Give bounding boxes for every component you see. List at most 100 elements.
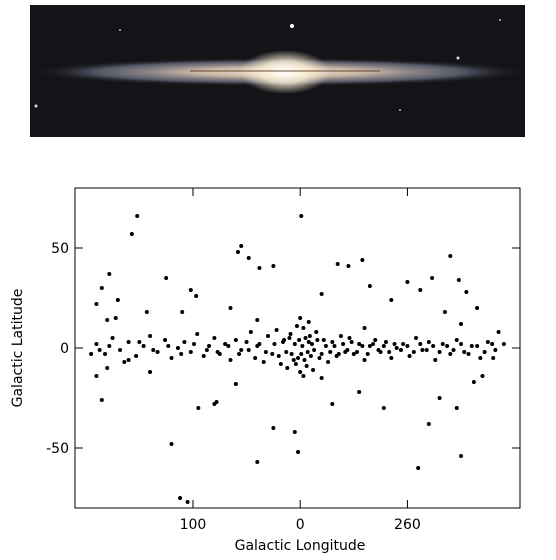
point (287, 336, 292, 340)
point (257, 266, 262, 270)
point (276, 354, 281, 358)
point (169, 356, 174, 360)
point (107, 344, 112, 348)
point (319, 352, 324, 356)
point (301, 374, 306, 378)
point (141, 344, 146, 348)
point (122, 360, 127, 364)
point (426, 340, 431, 344)
point (188, 288, 193, 292)
x-tick-label: 260 (394, 517, 421, 533)
point (420, 348, 425, 352)
point (319, 292, 324, 296)
point (151, 348, 156, 352)
point (237, 352, 242, 356)
point (440, 342, 445, 346)
point (223, 342, 228, 346)
point (207, 344, 212, 348)
point (185, 500, 190, 504)
point (314, 330, 319, 334)
point (296, 450, 301, 454)
point (309, 342, 314, 346)
point (341, 342, 346, 346)
point (194, 294, 199, 298)
point (99, 398, 104, 402)
point (239, 348, 244, 352)
point (303, 336, 308, 340)
point (99, 286, 104, 290)
point (166, 344, 171, 348)
point (351, 352, 356, 356)
point (413, 336, 418, 340)
point (445, 344, 450, 348)
point (416, 466, 421, 470)
point (501, 342, 506, 346)
point (448, 352, 453, 356)
point (255, 344, 260, 348)
point (433, 358, 438, 362)
point (475, 306, 480, 310)
point (332, 344, 337, 348)
galaxy-image (30, 5, 525, 137)
point (299, 214, 304, 218)
point (212, 336, 217, 340)
point (192, 342, 197, 346)
point (105, 318, 110, 322)
point (204, 348, 209, 352)
point (312, 348, 317, 352)
point (113, 316, 118, 320)
point (485, 340, 490, 344)
point (448, 254, 453, 258)
point (110, 336, 115, 340)
point (367, 284, 372, 288)
point (271, 264, 276, 268)
point (253, 356, 258, 360)
point (315, 338, 320, 342)
point (255, 318, 260, 322)
point (228, 358, 233, 362)
point (298, 316, 303, 320)
point (294, 324, 299, 328)
point (292, 342, 297, 346)
point (196, 406, 201, 410)
point (94, 342, 99, 346)
point (430, 276, 435, 280)
point (307, 334, 312, 338)
point (103, 352, 108, 356)
point (437, 350, 442, 354)
point (298, 370, 303, 374)
point (291, 358, 296, 362)
point (105, 366, 110, 370)
point (330, 402, 335, 406)
y-tick-label: -50 (46, 441, 69, 457)
point (493, 348, 498, 352)
point (97, 348, 102, 352)
point (335, 262, 340, 266)
point (482, 350, 487, 354)
point (115, 298, 120, 302)
point (496, 330, 501, 334)
point (437, 396, 442, 400)
point (478, 356, 483, 360)
point (336, 352, 341, 356)
point (274, 328, 279, 332)
point (357, 390, 362, 394)
point (459, 342, 464, 346)
point (226, 344, 231, 348)
point (271, 426, 276, 430)
point (281, 340, 286, 344)
point (454, 406, 459, 410)
point (300, 344, 305, 348)
point (188, 350, 193, 354)
point (373, 338, 378, 342)
point (233, 338, 238, 342)
point (235, 250, 240, 254)
point (94, 374, 99, 378)
point (214, 400, 219, 404)
point (311, 368, 316, 372)
point (255, 460, 260, 464)
point (357, 342, 362, 346)
point (175, 346, 180, 350)
x-axis-label: Galactic Longitude (235, 538, 366, 554)
